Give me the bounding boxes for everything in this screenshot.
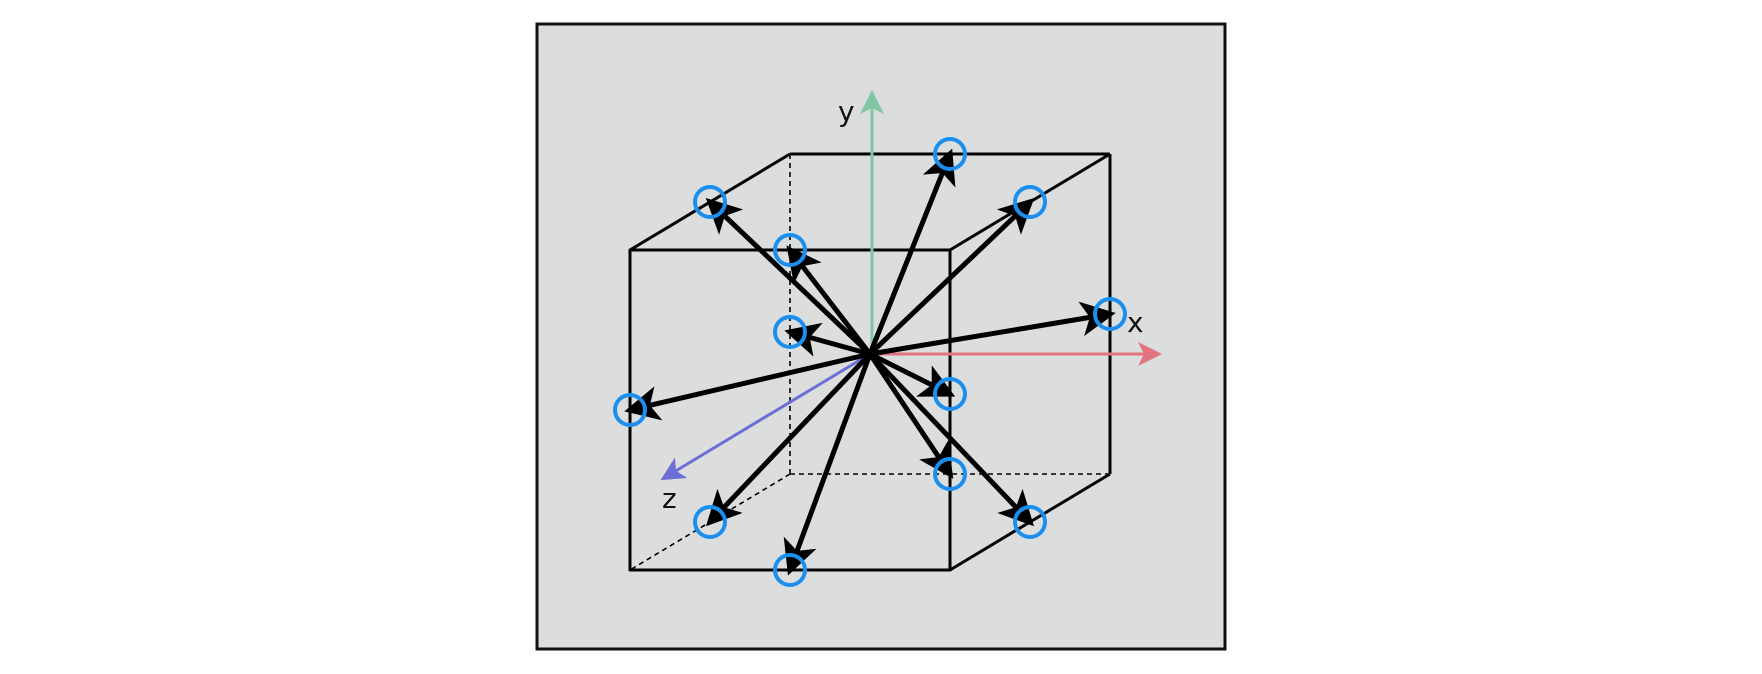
lattice-point-marker — [773, 315, 807, 349]
lattice-point-marker — [613, 393, 647, 427]
vector-2 — [624, 351, 873, 421]
lattice-point-marker — [773, 553, 807, 587]
lattice-point-marker — [1093, 297, 1127, 331]
vector-9 — [786, 245, 873, 357]
lattice-point-markers — [613, 137, 1127, 587]
vector-group — [624, 148, 1116, 576]
x-axis-label: x — [1127, 306, 1144, 339]
lattice-point-marker — [773, 233, 807, 267]
lattice-point-marker — [933, 377, 967, 411]
lattice-point-marker — [693, 505, 727, 539]
vector-4 — [783, 351, 873, 576]
z-axis-arrow — [660, 352, 871, 481]
panel-background — [535, 22, 1227, 651]
vector-5 — [867, 197, 1035, 357]
lattice-point-marker — [933, 457, 967, 491]
vector-1 — [867, 301, 1116, 357]
z-axis-label: z — [662, 482, 677, 515]
vector-3 — [867, 148, 956, 357]
vector-6 — [705, 351, 873, 527]
lattice-point-marker — [1013, 185, 1047, 219]
vector-10 — [867, 351, 954, 479]
lattice-point-marker — [933, 137, 967, 171]
y-axis-label: y — [838, 95, 855, 128]
vector-8 — [867, 351, 1035, 527]
lattice-point-marker — [1013, 505, 1047, 539]
lattice-point-marker — [693, 185, 727, 219]
